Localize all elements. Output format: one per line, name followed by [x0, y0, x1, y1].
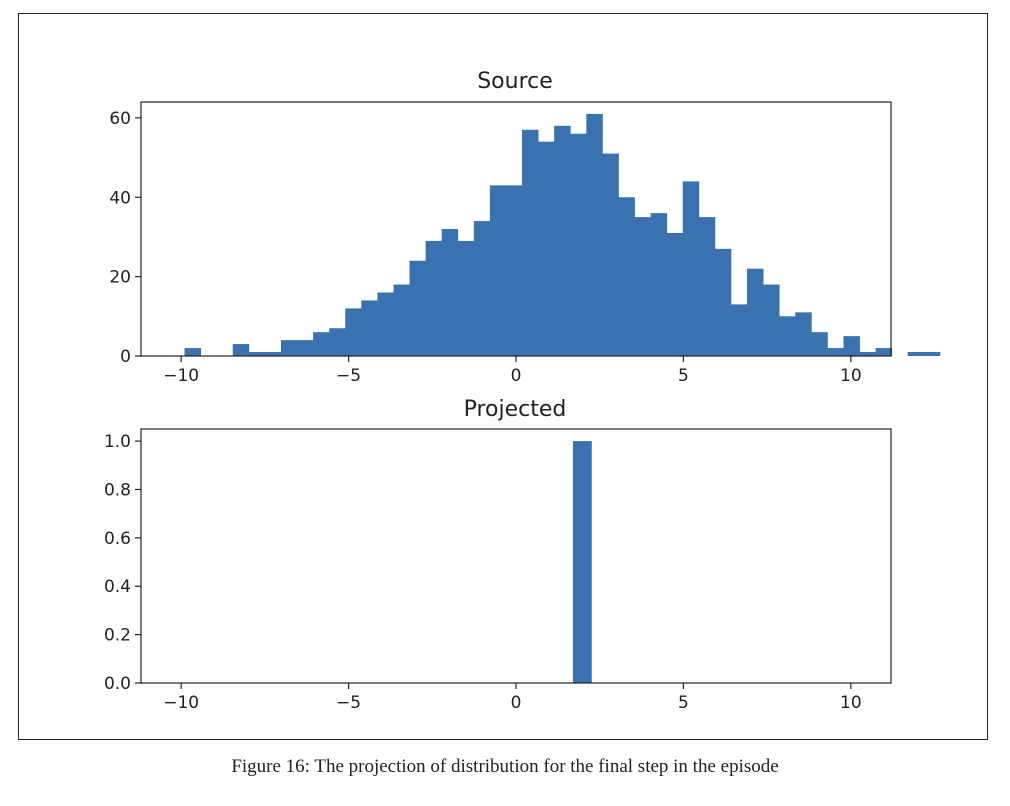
histogram-bar: [232, 344, 250, 356]
figure-frame: Source −10 −5 0 5 10 0 20 40 60 Projected −10 −5…: [18, 13, 988, 740]
y-tick-label: 0.4: [104, 577, 131, 597]
histogram-bar: [361, 300, 378, 356]
histogram-bar: [425, 240, 443, 356]
histogram-bar: [457, 240, 475, 356]
y-tick-label: 0.6: [104, 529, 131, 549]
histogram-bar: [248, 352, 266, 356]
bars: [572, 441, 592, 683]
histogram-bar: [682, 181, 700, 357]
histogram-bar: [586, 113, 603, 356]
y-axis: 0 20 40 60: [109, 109, 141, 367]
projected-histogram: Projected −10 −5 0 5 10 0.0 0.2 0.4 0.6 0.8 1.0: [104, 397, 892, 713]
y-tick-label: 1.0: [104, 432, 131, 452]
histogram-bar: [489, 185, 507, 356]
histogram-bar: [345, 308, 362, 357]
histogram-bar: [907, 352, 925, 356]
histogram-bar: [795, 312, 812, 356]
histogram-bar: [714, 248, 732, 356]
histogram-bar: [409, 260, 426, 356]
histogram-bar: [184, 348, 201, 356]
histogram-bar: [554, 125, 571, 356]
y-tick-label: 0.2: [104, 626, 131, 646]
histogram-bar: [377, 292, 394, 356]
x-tick-label: −10: [163, 366, 199, 386]
histogram-bar: [875, 348, 893, 356]
histogram-bar: [602, 153, 619, 356]
x-tick-label: 10: [840, 693, 862, 713]
y-tick-label: 40: [109, 188, 131, 208]
histogram-bar: [522, 129, 539, 356]
histogram-bar: [763, 284, 780, 356]
histogram-bar: [570, 133, 587, 356]
histogram-bar: [572, 441, 592, 683]
chart-title: Source: [477, 69, 553, 94]
histogram-bar: [827, 348, 844, 356]
histogram-bar: [666, 232, 684, 356]
figure-caption: Figure 16: The projection of distributio…: [231, 756, 779, 777]
histogram-bar: [505, 185, 523, 356]
histogram-bar: [811, 332, 828, 356]
histogram-bar: [859, 352, 876, 356]
x-tick-label: 0: [511, 693, 522, 713]
histogram-bar: [698, 217, 716, 356]
y-axis: 0.0 0.2 0.4 0.6 0.8 1.0: [104, 432, 141, 694]
x-tick-label: 5: [678, 693, 689, 713]
y-tick-label: 0: [120, 347, 131, 367]
y-tick-label: 0.8: [104, 480, 131, 500]
x-tick-label: 10: [840, 366, 862, 386]
histogram-bar: [730, 304, 748, 356]
histogram-bar: [538, 141, 555, 356]
y-tick-label: 0.0: [104, 674, 131, 694]
y-tick-label: 60: [109, 109, 131, 129]
source-histogram: Source −10 −5 0 5 10 0 20 40 60: [109, 69, 941, 386]
histogram-bar: [618, 197, 635, 356]
chart-title: Projected: [464, 397, 567, 422]
histogram-bar: [650, 213, 668, 357]
histogram-bar: [297, 340, 314, 357]
x-tick-label: 5: [678, 366, 689, 386]
histogram-bar: [441, 229, 459, 356]
histogram-bar: [843, 336, 860, 356]
histogram-bar: [634, 217, 651, 356]
histogram-bar: [313, 332, 330, 356]
figure-plots: Source −10 −5 0 5 10 0 20 40 60 Projected −10 −5…: [104, 69, 941, 713]
histogram-bar: [923, 352, 941, 356]
histogram-bar: [280, 340, 298, 357]
y-tick-label: 20: [109, 268, 131, 288]
histogram-bar: [393, 284, 410, 356]
x-axis: −10 −5 0 5 10: [163, 683, 862, 713]
axes-frame: [140, 428, 892, 684]
x-tick-label: −5: [336, 693, 361, 713]
histogram-bar: [264, 352, 282, 356]
histogram-bar: [747, 268, 764, 356]
x-tick-label: −10: [163, 693, 199, 713]
x-axis: −10 −5 0 5 10: [163, 356, 862, 386]
histogram-bar: [473, 221, 491, 356]
histogram-bar: [329, 328, 346, 356]
bars: [184, 113, 941, 357]
histogram-bar: [779, 316, 796, 356]
x-tick-label: 0: [511, 366, 522, 386]
x-tick-label: −5: [336, 366, 361, 386]
